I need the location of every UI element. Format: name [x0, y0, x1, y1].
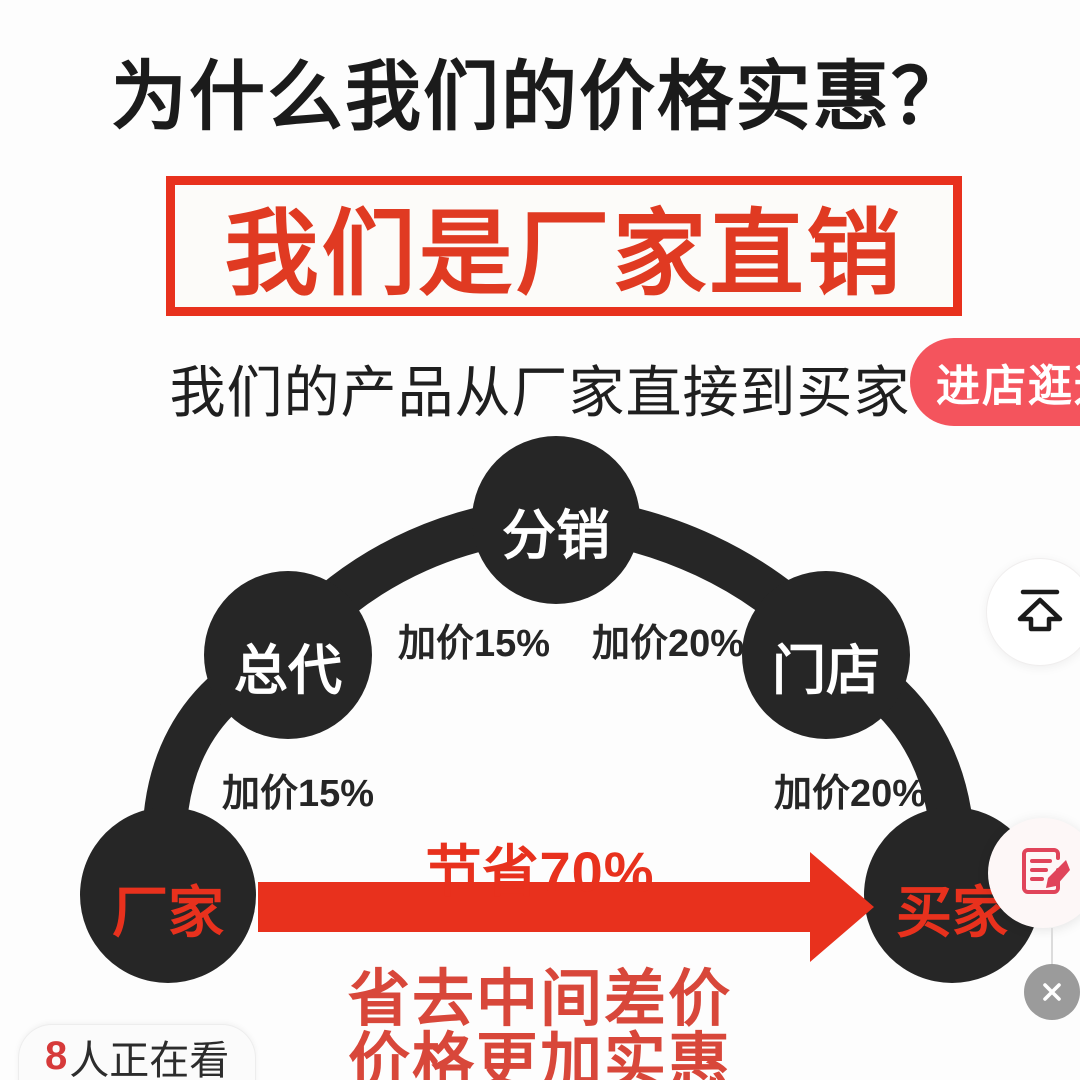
node-agent	[204, 571, 372, 739]
enter-shop-button[interactable]: 进店逛逛	[910, 338, 1080, 426]
footer-slogan: 省去中间差价 价格更加实惠	[0, 968, 1080, 1080]
savings-arrow	[258, 852, 874, 962]
node-distributor	[472, 436, 640, 604]
viewer-count-suffix: 人正在看	[69, 1038, 230, 1080]
viewer-count-number: 8	[45, 1034, 68, 1078]
node-factory	[80, 807, 256, 983]
edge-label-distributor-store: 加价20%	[592, 623, 745, 665]
edge-label-factory-agent: 加价15%	[222, 773, 375, 815]
note-button[interactable]	[988, 818, 1080, 928]
note-edit-icon	[1012, 840, 1074, 907]
node-label-agent: 总代	[234, 641, 342, 701]
edge-label-agent-distributor: 加价15%	[398, 623, 551, 665]
node-label-distributor: 分销	[502, 506, 610, 566]
close-icon	[1038, 978, 1066, 1006]
edge-label-store-buyer: 加价20%	[774, 773, 927, 815]
close-button[interactable]	[1024, 964, 1080, 1020]
savings-arrow-shape	[258, 852, 874, 962]
distribution-chain-diagram: 厂家 总代 分销 门店 买家 加价15% 加价15% 加价20% 加价20%	[0, 420, 1080, 1040]
node-label-factory: 厂家	[112, 881, 224, 944]
fab-connector-line	[1051, 928, 1053, 970]
back-to-top-icon	[1011, 581, 1069, 644]
node-label-buyer: 买家	[896, 881, 1008, 944]
node-label-store: 门店	[772, 641, 880, 701]
node-store	[742, 571, 910, 739]
viewer-count-badge: 8 人正在看	[18, 1024, 257, 1080]
banner-box: 我们是厂家直销	[166, 176, 962, 316]
chain-nodes	[80, 436, 1040, 983]
page-title: 为什么我们的价格实惠？	[111, 55, 969, 140]
savings-label: 节省70%	[425, 840, 655, 903]
banner-text: 我们是厂家直销	[224, 201, 904, 306]
back-to-top-button[interactable]	[986, 558, 1080, 666]
enter-shop-label: 进店逛逛	[936, 362, 1080, 411]
page-subtitle: 我们的产品从厂家直接到买家	[169, 361, 911, 424]
footer-line-1: 省去中间差价	[347, 965, 732, 1034]
footer-line-2: 价格更加实惠	[347, 1028, 732, 1080]
diagram-svg	[80, 436, 1040, 983]
